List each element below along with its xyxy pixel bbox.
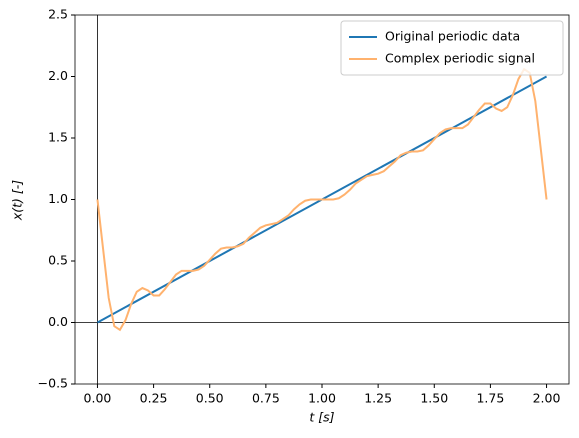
y-tick-label: −0.5 xyxy=(38,376,68,391)
legend-label: Complex periodic signal xyxy=(385,51,535,66)
y-tick-label: 1.0 xyxy=(48,191,68,206)
legend-label: Original periodic data xyxy=(385,29,520,44)
series-line xyxy=(96,67,548,332)
plot-frame xyxy=(74,14,570,385)
y-axis-label: x(t) [-] xyxy=(10,180,25,221)
x-axis-label: t [s] xyxy=(309,410,334,425)
x-tick-label: 2.00 xyxy=(533,391,561,406)
y-tick-label: 1.5 xyxy=(48,130,68,145)
x-tick-label: 0.25 xyxy=(140,391,168,406)
x-tick-label: 0.75 xyxy=(252,391,280,406)
y-tick-label: 0.5 xyxy=(48,253,68,268)
y-tick-label: 2.5 xyxy=(48,7,68,22)
x-tick-label: 1.00 xyxy=(308,391,336,406)
x-tick-label: 1.50 xyxy=(420,391,448,406)
x-tick-label: 0.00 xyxy=(84,391,112,406)
y-tick-label: 0.0 xyxy=(48,314,68,329)
legend-box xyxy=(340,20,564,76)
x-tick-label: 1.75 xyxy=(476,391,504,406)
x-tick-label: 1.25 xyxy=(364,391,392,406)
y-tick-label: 2.0 xyxy=(48,68,68,83)
x-tick-label: 0.50 xyxy=(196,391,224,406)
